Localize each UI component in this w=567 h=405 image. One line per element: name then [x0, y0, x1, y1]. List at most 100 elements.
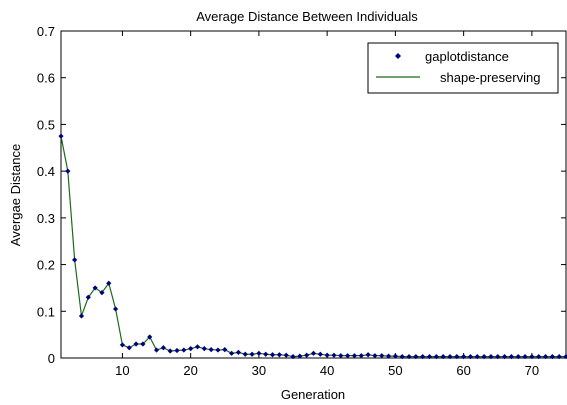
- data-point-marker: [133, 341, 139, 347]
- data-point-marker: [529, 353, 535, 360]
- data-point-marker: [549, 353, 555, 360]
- legend-entry-shape-preserving: shape-preserving: [440, 70, 540, 85]
- y-tick-label: 0.1: [37, 304, 55, 319]
- data-point-marker: [174, 347, 180, 354]
- data-point-marker: [536, 353, 542, 360]
- data-point-marker: [269, 352, 276, 358]
- data-point-marker: [106, 280, 112, 286]
- data-point-marker: [304, 352, 310, 358]
- data-point-marker: [338, 353, 344, 359]
- data-point-marker: [263, 351, 269, 357]
- data-point-marker: [440, 353, 446, 360]
- data-point-marker: [297, 353, 303, 359]
- data-point-marker: [488, 353, 494, 360]
- data-point-marker: [235, 349, 242, 355]
- data-point-marker: [379, 353, 385, 359]
- data-point-marker: [345, 353, 351, 359]
- x-axis: 10 20 30 40 50 60 70: [115, 31, 539, 378]
- data-point-marker: [406, 353, 412, 360]
- y-tick-label: 0.2: [37, 258, 55, 273]
- data-point-marker: [85, 294, 91, 300]
- data-point-marker: [181, 347, 187, 353]
- data-point-marker: [160, 345, 166, 351]
- y-tick-label: 0: [48, 351, 55, 366]
- x-tick-label: 30: [252, 363, 266, 378]
- data-point-marker: [392, 353, 398, 359]
- data-point-marker: [283, 352, 289, 358]
- x-tick-label: 60: [456, 363, 470, 378]
- data-point-marker: [426, 353, 433, 360]
- x-tick-label: 20: [183, 363, 197, 378]
- data-point-marker: [92, 285, 98, 291]
- data-point-marker: [501, 353, 508, 360]
- data-point-marker: [481, 353, 487, 360]
- data-point-marker: [310, 350, 317, 356]
- data-point-marker: [65, 168, 71, 174]
- data-point-marker: [126, 345, 132, 351]
- data-point-marker: [495, 353, 501, 360]
- data-point-marker: [522, 353, 528, 360]
- legend-marker-icon: [395, 53, 401, 59]
- data-point-marker: [317, 351, 323, 357]
- data-point-marker: [454, 353, 460, 360]
- chart-title: Average Distance Between Individuals: [196, 9, 418, 24]
- data-point-marker: [242, 351, 248, 357]
- data-point-marker: [331, 352, 337, 358]
- data-point-marker: [467, 353, 474, 360]
- data-point-marker: [447, 353, 453, 360]
- y-axis: 0 0.1 0.2 0.3 0.4 0.5 0.6 0.7: [37, 24, 566, 366]
- data-point-marker: [563, 353, 567, 360]
- data-point-marker: [420, 353, 426, 360]
- data-point-marker: [119, 342, 126, 348]
- data-point-marker: [542, 353, 549, 360]
- data-point-marker: [385, 353, 392, 359]
- data-point-marker: [167, 348, 173, 354]
- data-point-marker: [188, 346, 194, 352]
- data-point-marker: [58, 133, 64, 139]
- data-point-marker: [229, 350, 235, 356]
- data-point-marker: [208, 346, 214, 353]
- data-point-marker: [556, 353, 562, 360]
- legend-entry-gaplotdistance: gaplotdistance: [425, 49, 509, 64]
- data-point-marker: [365, 352, 371, 358]
- y-tick-label: 0.6: [37, 71, 55, 86]
- x-axis-label: Generation: [281, 387, 345, 402]
- data-point-marker: [153, 347, 160, 353]
- data-point-marker: [515, 353, 521, 360]
- data-point-marker: [140, 341, 146, 347]
- data-point-marker: [413, 353, 419, 360]
- data-point-marker: [290, 353, 296, 360]
- y-tick-label: 0.4: [37, 164, 55, 179]
- data-point-marker: [78, 313, 85, 319]
- y-tick-label: 0.5: [37, 117, 55, 132]
- data-point-marker: [72, 257, 78, 263]
- data-point-marker: [99, 290, 105, 296]
- data-point-marker: [276, 352, 282, 358]
- data-point-marker: [215, 347, 221, 353]
- x-tick-label: 70: [525, 363, 539, 378]
- data-point-marker: [201, 346, 207, 352]
- data-point-marker: [399, 353, 405, 360]
- data-point-marker: [433, 353, 439, 360]
- data-point-marker: [324, 352, 330, 358]
- data-point-marker: [112, 306, 119, 312]
- x-tick-label: 50: [388, 363, 402, 378]
- data-point-marker: [508, 353, 515, 360]
- data-point-marker: [256, 350, 262, 356]
- legend: gaplotdistance shape-preserving: [367, 42, 559, 94]
- data-point-marker: [147, 334, 153, 340]
- x-tick-label: 10: [115, 363, 129, 378]
- data-point-marker: [194, 344, 201, 350]
- y-axis-label: Avergae Distance: [8, 144, 23, 246]
- x-tick-label: 40: [320, 363, 334, 378]
- data-point-marker: [222, 346, 228, 353]
- legend-box: [367, 42, 559, 94]
- data-point-marker: [461, 353, 467, 360]
- data-point-marker: [249, 351, 255, 357]
- y-tick-label: 0.7: [37, 24, 55, 39]
- gaplotdistance-markers: [58, 133, 567, 360]
- data-point-marker: [372, 353, 378, 359]
- data-point-marker: [351, 353, 358, 359]
- y-tick-label: 0.3: [37, 211, 55, 226]
